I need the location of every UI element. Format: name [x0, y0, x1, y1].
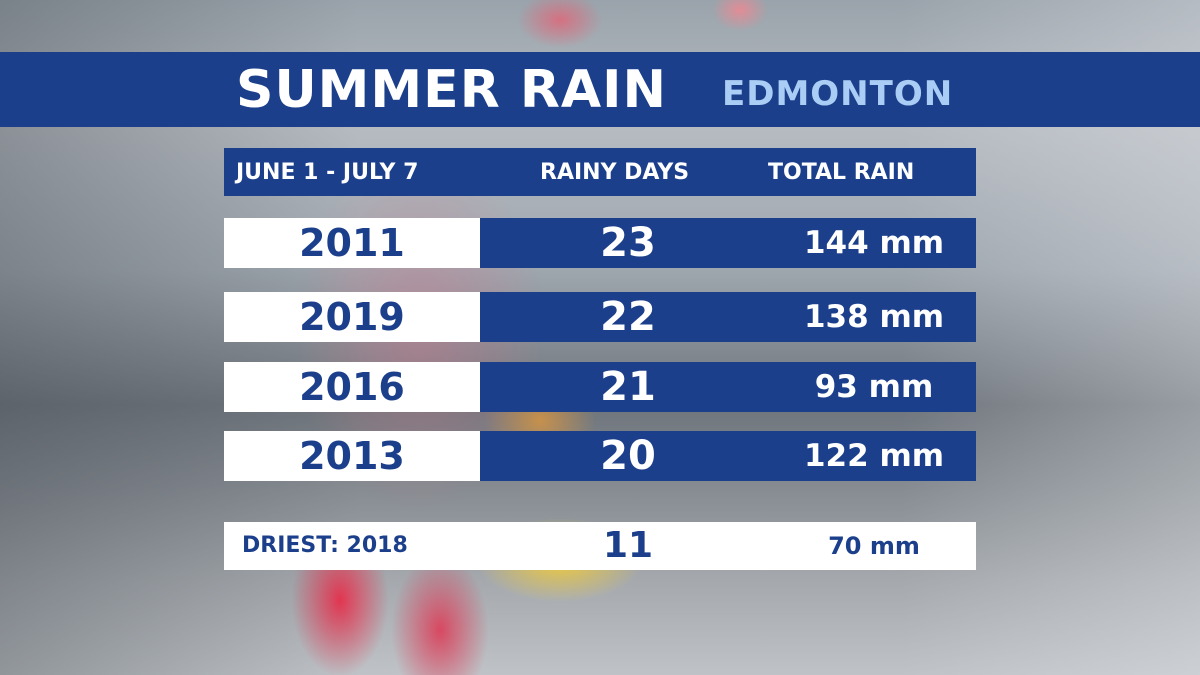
- rainy-days-cell: 23: [600, 220, 656, 266]
- rainy-days-cell: 22: [600, 294, 656, 340]
- driest-total-rain: 70 mm: [828, 532, 920, 560]
- year-cell: 2011: [224, 218, 480, 268]
- row-band: [480, 362, 976, 412]
- graphic-title: SUMMER RAIN: [236, 60, 667, 120]
- year-cell: 2013: [224, 431, 480, 481]
- driest-rainy-days: 11: [602, 525, 654, 566]
- total-rain-cell: 138 mm: [803, 299, 945, 335]
- driest-label: DRIEST: 2018: [242, 533, 408, 558]
- rainy-days-cell: 21: [600, 364, 656, 410]
- row-band: [480, 431, 976, 481]
- year-cell: 2016: [224, 362, 480, 412]
- row-band: [480, 218, 976, 268]
- table-row: 2011 23 144 mm: [224, 218, 976, 268]
- title-bar: SUMMER RAIN EDMONTON: [0, 52, 1200, 127]
- total-rain-cell: 93 mm: [814, 369, 934, 405]
- table-row: 2013 20 122 mm: [224, 431, 976, 481]
- table-row: 2019 22 138 mm: [224, 292, 976, 342]
- year-cell: 2019: [224, 292, 480, 342]
- table-row: 2016 21 93 mm: [224, 362, 976, 412]
- header-period: JUNE 1 - JULY 7: [236, 160, 419, 185]
- header-rainy-days: RAINY DAYS: [540, 160, 690, 185]
- driest-row: DRIEST: 2018 11 70 mm: [224, 522, 976, 570]
- header-total-rain: TOTAL RAIN: [768, 160, 915, 185]
- row-band: [480, 292, 976, 342]
- rainy-days-cell: 20: [600, 433, 656, 479]
- total-rain-cell: 122 mm: [803, 438, 945, 474]
- total-rain-cell: 144 mm: [803, 225, 945, 261]
- table-header: JUNE 1 - JULY 7 RAINY DAYS TOTAL RAIN: [224, 148, 976, 196]
- location-label: EDMONTON: [722, 74, 954, 114]
